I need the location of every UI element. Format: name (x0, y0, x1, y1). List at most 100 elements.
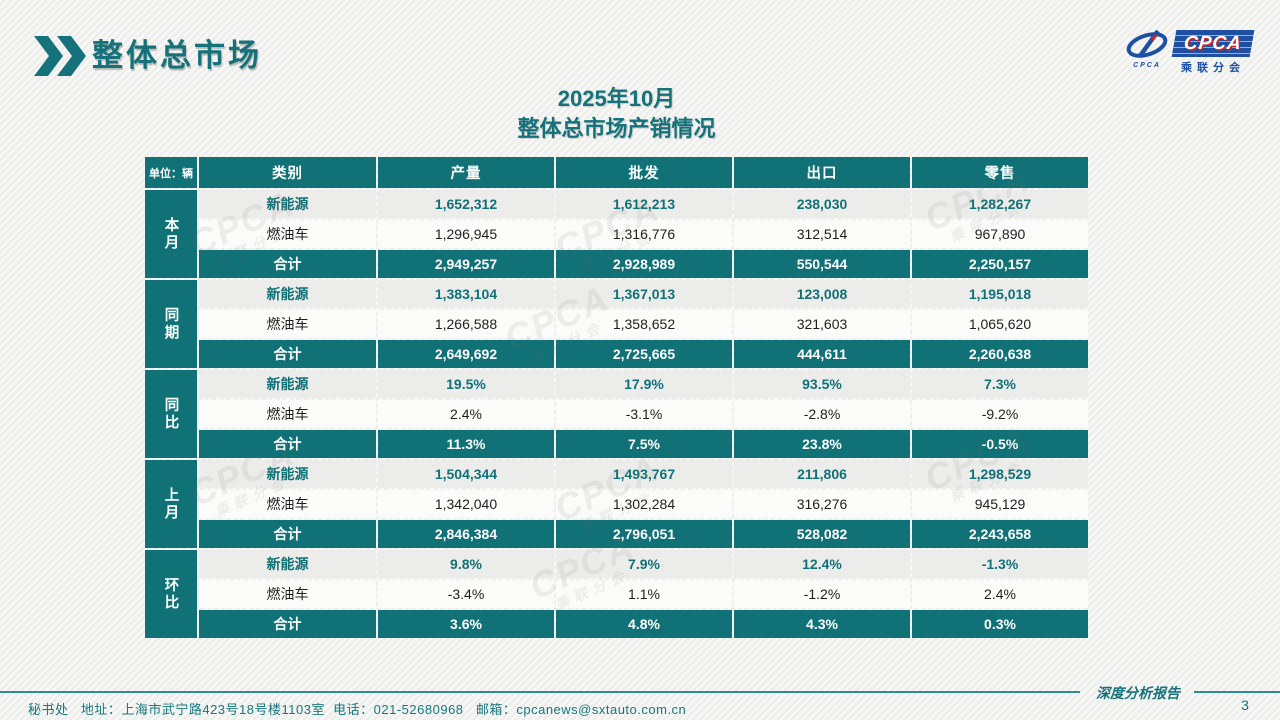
table-group-label: 同期 (145, 280, 197, 368)
table-value-cell: 17.9% (556, 370, 732, 398)
table-value-cell: 312,514 (734, 220, 910, 248)
table-value-cell: -9.2% (912, 400, 1088, 428)
table-value-cell: 1,383,104 (378, 280, 554, 308)
table-category-cell: 新能源 (199, 280, 376, 308)
double-chevron-icon (34, 36, 86, 76)
table-value-cell: 7.3% (912, 370, 1088, 398)
table-value-cell: 12.4% (734, 550, 910, 578)
table-value-cell: 1,282,267 (912, 190, 1088, 218)
table-category-cell: 新能源 (199, 460, 376, 488)
table-value-cell: 2,949,257 (378, 250, 554, 278)
table-value-cell: 2.4% (378, 400, 554, 428)
table-value-cell: -3.1% (556, 400, 732, 428)
table-value-cell: 1,652,312 (378, 190, 554, 218)
table-value-cell: 3.6% (378, 610, 554, 638)
table-value-cell: 2,260,638 (912, 340, 1088, 368)
table-value-cell: 2,243,658 (912, 520, 1088, 548)
table-category-cell: 新能源 (199, 190, 376, 218)
table-value-cell: 19.5% (378, 370, 554, 398)
table-category-cell: 燃油车 (199, 310, 376, 338)
table-value-cell: -0.5% (912, 430, 1088, 458)
table-category-cell: 合计 (199, 250, 376, 278)
cpca-subtitle: 乘联分会 (1181, 62, 1245, 74)
table-value-cell: 1,266,588 (378, 310, 554, 338)
table-value-cell: 93.5% (734, 370, 910, 398)
table-value-cell: 1,302,284 (556, 490, 732, 518)
table-value-cell: -3.4% (378, 580, 554, 608)
table-value-cell: 1,316,776 (556, 220, 732, 248)
table-value-cell: 1,342,040 (378, 490, 554, 518)
table-value-cell: 23.8% (734, 430, 910, 458)
table-unit-label: 单位：辆 (145, 157, 197, 188)
table-value-cell: 1,065,620 (912, 310, 1088, 338)
table-value-cell: 1,367,013 (556, 280, 732, 308)
table-value-cell: 7.9% (556, 550, 732, 578)
table-category-cell: 燃油车 (199, 580, 376, 608)
footer-contact-info: 秘书处 地址：上海市武宁路423号18号楼1103室 电话：021-526809… (28, 702, 687, 717)
table-category-cell: 合计 (199, 610, 376, 638)
table-category-cell: 燃油车 (199, 400, 376, 428)
table-group-label: 本月 (145, 190, 197, 278)
table-value-cell: 967,890 (912, 220, 1088, 248)
table-column-header: 类别 (199, 157, 376, 188)
table-group-label: 环比 (145, 550, 197, 638)
table-value-cell: 1,298,529 (912, 460, 1088, 488)
table-value-cell: 945,129 (912, 490, 1088, 518)
table-column-header: 出口 (734, 157, 910, 188)
table-value-cell: 211,806 (734, 460, 910, 488)
table-category-cell: 合计 (199, 430, 376, 458)
table-group-label: 同比 (145, 370, 197, 458)
table-value-cell: 11.3% (378, 430, 554, 458)
table-value-cell: 550,544 (734, 250, 910, 278)
table-value-cell: 123,008 (734, 280, 910, 308)
table-value-cell: 316,276 (734, 490, 910, 518)
table-value-cell: 7.5% (556, 430, 732, 458)
cpca-wordmark-box: CPCA (1171, 30, 1255, 57)
table-column-header: 零售 (912, 157, 1088, 188)
table-value-cell: 1.1% (556, 580, 732, 608)
table-value-cell: 444,611 (734, 340, 910, 368)
page-title: 整体总市场 (92, 38, 262, 73)
footer-divider-right (1194, 691, 1280, 693)
production-sales-table: 单位：辆 类别 产量 批发 出口 零售 本月 新能源 1,652,312 1,612,213 238… (145, 157, 1088, 638)
table-value-cell: 2,928,989 (556, 250, 732, 278)
table-value-cell: 528,082 (734, 520, 910, 548)
table-category-cell: 燃油车 (199, 490, 376, 518)
table-value-cell: 321,603 (734, 310, 910, 338)
table-value-cell: -1.2% (734, 580, 910, 608)
table-group-label: 上月 (145, 460, 197, 548)
table-value-cell: 1,358,652 (556, 310, 732, 338)
cpca-emblem: CPCA (1125, 30, 1169, 69)
cpca-wordmark-text: CPCA (1183, 32, 1244, 54)
table-category-cell: 合计 (199, 340, 376, 368)
cpca-logo: CPCA CPCA 乘联分会 (1125, 30, 1255, 75)
table-value-cell: 1,612,213 (556, 190, 732, 218)
table-value-cell: 2,649,692 (378, 340, 554, 368)
table-title-line2: 整体总市场产销情况 (517, 116, 716, 141)
cpca-emblem-caption: CPCA (1133, 62, 1161, 69)
table-value-cell: 0.3% (912, 610, 1088, 638)
table-value-cell: 2,725,665 (556, 340, 732, 368)
report-type-label: 深度分析报告 (1096, 686, 1180, 702)
table-value-cell: 1,493,767 (556, 460, 732, 488)
table-title: 2025年10月 整体总市场产销情况 (145, 84, 1088, 144)
table-value-cell: -1.3% (912, 550, 1088, 578)
table-value-cell: -2.8% (734, 400, 910, 428)
table-value-cell: 1,504,344 (378, 460, 554, 488)
table-category-cell: 燃油车 (199, 220, 376, 248)
table-category-cell: 合计 (199, 520, 376, 548)
table-value-cell: 1,195,018 (912, 280, 1088, 308)
table-title-line1: 2025年10月 (557, 86, 676, 111)
table-value-cell: 2,250,157 (912, 250, 1088, 278)
table-value-cell: 4.3% (734, 610, 910, 638)
table-value-cell: 4.8% (556, 610, 732, 638)
cpca-wordmark: CPCA 乘联分会 (1171, 30, 1255, 75)
table-category-cell: 新能源 (199, 550, 376, 578)
page-number: 3 (1241, 697, 1249, 713)
table-value-cell: 1,296,945 (378, 220, 554, 248)
table-column-header: 产量 (378, 157, 554, 188)
footer-divider-left (0, 691, 1080, 693)
cpca-swoosh-icon (1126, 30, 1168, 58)
table-value-cell: 2.4% (912, 580, 1088, 608)
table-category-cell: 新能源 (199, 370, 376, 398)
